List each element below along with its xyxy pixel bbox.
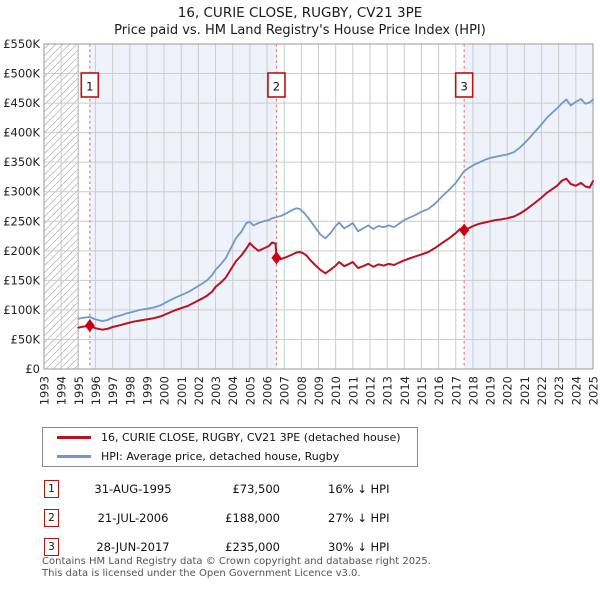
svg-text:£100K: £100K	[3, 303, 40, 317]
svg-text:2008: 2008	[295, 376, 309, 405]
ownership-shaded-regions	[89, 44, 593, 369]
svg-text:2014: 2014	[398, 376, 412, 405]
svg-text:2: 2	[273, 80, 280, 94]
svg-text:2007: 2007	[278, 376, 292, 405]
attribution-line1: Contains HM Land Registry data © Crown c…	[42, 556, 431, 567]
sale-number-badge: 2	[44, 508, 59, 527]
svg-text:2001: 2001	[175, 376, 189, 405]
svg-text:1998: 1998	[123, 376, 137, 405]
svg-text:2020: 2020	[501, 376, 515, 405]
sale-marker-dashed-lines	[89, 44, 465, 369]
svg-text:2000: 2000	[158, 376, 172, 405]
svg-text:2021: 2021	[518, 376, 532, 405]
svg-text:2006: 2006	[261, 376, 275, 405]
sale-price: £188,000	[225, 510, 280, 525]
svg-text:3: 3	[460, 80, 467, 94]
svg-text:2023: 2023	[552, 376, 566, 405]
chart-legend: 16, CURIE CLOSE, RUGBY, CV21 3PE (detach…	[42, 427, 418, 467]
hpi-line-swatch	[57, 455, 91, 458]
svg-text:2009: 2009	[312, 376, 326, 405]
legend-row-hpi: HPI: Average price, detached house, Rugb…	[43, 449, 417, 464]
gridlines	[43, 43, 594, 370]
table-row: 2 21-JUL-2006 £188,000 27% ↓ HPI	[44, 503, 564, 532]
svg-text:2022: 2022	[535, 376, 549, 405]
svg-text:£400K: £400K	[3, 126, 40, 140]
svg-text:£450K: £450K	[3, 96, 40, 110]
svg-text:2015: 2015	[415, 376, 429, 405]
svg-text:1999: 1999	[140, 376, 154, 405]
hpi-legend-label: HPI: Average price, detached house, Rugb…	[101, 450, 340, 463]
sale-number-badge: 3	[44, 537, 59, 556]
sale-date: 31-AUG-1995	[94, 481, 172, 496]
sale-hpi-diff: 30% ↓ HPI	[328, 539, 390, 554]
svg-text:2010: 2010	[329, 376, 343, 405]
svg-text:2003: 2003	[209, 376, 223, 405]
svg-text:1997: 1997	[106, 376, 120, 405]
svg-text:2016: 2016	[432, 376, 446, 405]
sales-table: 1 31-AUG-1995 £73,500 16% ↓ HPI 2 21-JUL…	[44, 474, 564, 561]
svg-text:1995: 1995	[72, 376, 86, 405]
sale-date: 28-JUN-2017	[96, 539, 170, 554]
sale-price: £235,000	[225, 539, 280, 554]
svg-text:£150K: £150K	[3, 273, 40, 287]
y-axis-tick-labels: £0 £50K £100K £150K £200K £250K £300K £350K £400…	[3, 37, 40, 376]
attribution-line2: This data is licensed under the Open Gov…	[42, 567, 361, 579]
svg-text:2004: 2004	[226, 376, 240, 405]
svg-text:£300K: £300K	[3, 185, 40, 199]
svg-text:2012: 2012	[363, 376, 377, 405]
svg-text:1994: 1994	[55, 376, 69, 405]
sale-marker-dots	[84, 223, 470, 333]
legend-row-property: 16, CURIE CLOSE, RUGBY, CV21 3PE (detach…	[43, 430, 417, 445]
sale-hpi-diff: 27% ↓ HPI	[328, 510, 390, 525]
chart-subtitle: Price paid vs. HM Land Registry's House …	[114, 23, 486, 38]
sale-price: £73,500	[232, 481, 280, 496]
svg-text:2018: 2018	[466, 376, 480, 405]
svg-text:2024: 2024	[569, 376, 583, 405]
sale-number-badge: 1	[44, 479, 59, 498]
svg-text:£550K: £550K	[3, 37, 40, 51]
chart-title: 16, CURIE CLOSE, RUGBY, CV21 3PE	[177, 5, 423, 21]
svg-text:£0: £0	[25, 362, 40, 376]
price-history-chart: £0 £50K £100K £150K £200K £250K £300K £350K £400…	[3, 37, 600, 405]
svg-text:£50K: £50K	[11, 332, 41, 346]
svg-text:£500K: £500K	[3, 67, 40, 81]
svg-text:2017: 2017	[449, 376, 463, 405]
sale-hpi-diff: 16% ↓ HPI	[328, 481, 390, 496]
svg-text:2019: 2019	[484, 376, 498, 405]
svg-text:2013: 2013	[381, 376, 395, 405]
svg-text:£250K: £250K	[3, 214, 40, 228]
sale-marker-number-boxes: 1 2 3	[80, 72, 474, 98]
svg-text:1993: 1993	[38, 376, 52, 405]
property-legend-label: 16, CURIE CLOSE, RUGBY, CV21 3PE (detach…	[101, 431, 401, 444]
svg-text:2002: 2002	[192, 376, 206, 405]
svg-text:1996: 1996	[89, 376, 103, 405]
x-axis-tick-labels: 1993 1994 1995 1996 1997 1998 1999 2000 2001 2002…	[38, 376, 600, 405]
plot-border	[43, 43, 594, 370]
svg-text:£350K: £350K	[3, 155, 40, 169]
property-line-swatch	[57, 436, 91, 439]
table-row: 1 31-AUG-1995 £73,500 16% ↓ HPI	[44, 474, 564, 503]
attribution-footer: Contains HM Land Registry data © Crown c…	[42, 556, 431, 579]
sale-date: 21-JUL-2006	[97, 510, 169, 525]
svg-text:2025: 2025	[587, 376, 600, 405]
svg-text:1: 1	[86, 80, 93, 94]
table-row: 3 28-JUN-2017 £235,000 30% ↓ HPI	[44, 532, 564, 561]
data-series-lines	[77, 98, 594, 331]
svg-text:2005: 2005	[243, 376, 257, 405]
svg-text:£200K: £200K	[3, 244, 40, 258]
svg-text:2011: 2011	[346, 376, 360, 405]
